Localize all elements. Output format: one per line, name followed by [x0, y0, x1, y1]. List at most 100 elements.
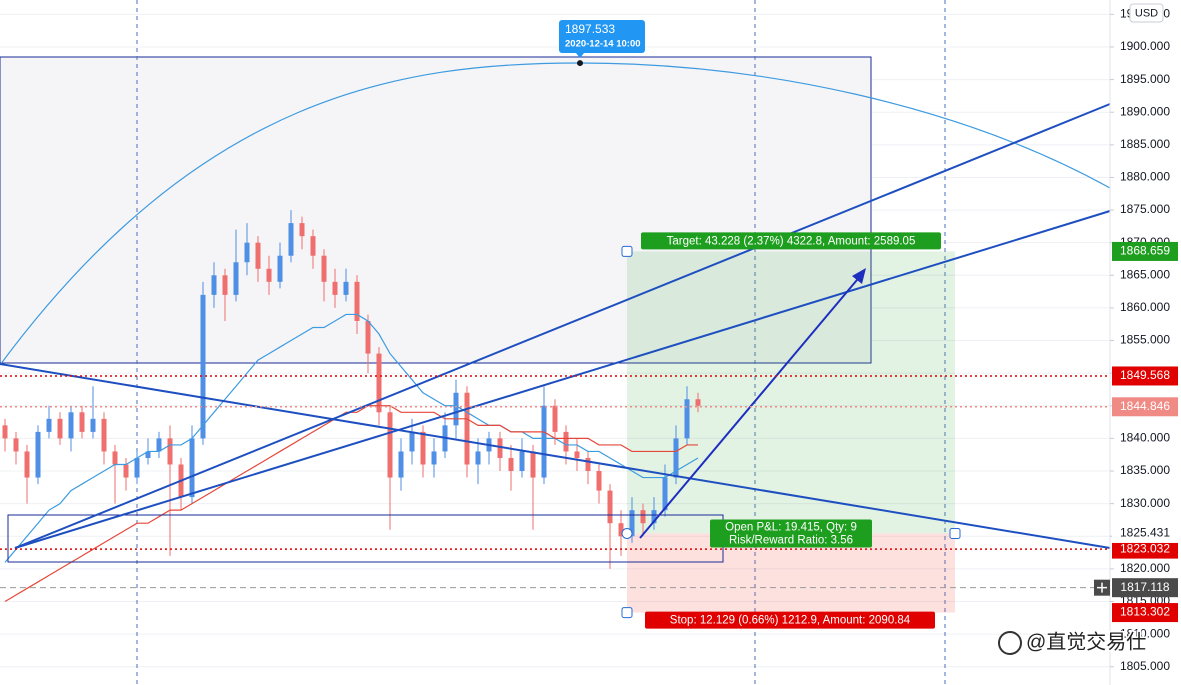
currency-button-box[interactable]: [1129, 3, 1164, 23]
price-label-box: [1112, 523, 1178, 543]
position-zones: [627, 251, 955, 613]
candle-body: [497, 438, 503, 458]
candles: [2, 210, 701, 569]
price-label-box: [1112, 397, 1178, 417]
candle-body: [68, 412, 74, 439]
candle-body: [541, 405, 547, 478]
candle-body: [90, 418, 96, 432]
candle-body: [123, 464, 129, 478]
arrow-head: [852, 268, 866, 284]
y-tick-label: 1855.000: [1120, 333, 1170, 347]
pnl-box: [710, 519, 872, 548]
candle-body: [57, 418, 63, 439]
candle-body: [255, 242, 261, 269]
candle-body: [409, 431, 415, 452]
handle[interactable]: [949, 527, 961, 539]
tooltip-point: [577, 60, 583, 67]
price-label: 1817.118: [1120, 580, 1169, 594]
y-tick-label: 1840.000: [1120, 431, 1170, 445]
price-label-box: [1112, 366, 1178, 386]
trend-line: [14, 210, 1111, 549]
drawings-front: [0, 62, 1111, 563]
candle-body: [156, 438, 162, 452]
y-tick-label: 1875.000: [1120, 202, 1170, 216]
candle-body: [585, 457, 591, 472]
y-tick-label: 1835.000: [1120, 463, 1170, 477]
candle-body: [431, 451, 437, 465]
price-label-box: [1112, 241, 1178, 261]
candle-body: [453, 392, 459, 426]
candle-body: [145, 451, 151, 458]
candle-body: [673, 438, 679, 478]
candle-body: [629, 510, 635, 537]
y-tick-label: 1895.000: [1120, 72, 1170, 86]
price-label: 1813.302: [1120, 605, 1170, 619]
price-label-box: [1112, 578, 1178, 598]
candle-body: [112, 451, 118, 465]
rr-label: Risk/Reward Ratio: 3.56: [729, 534, 853, 546]
price-label: 1825.431: [1120, 526, 1170, 540]
candle-body: [35, 431, 41, 478]
y-tick-label: 1890.000: [1120, 104, 1170, 118]
target-zone: [627, 251, 955, 534]
candle-body: [211, 275, 217, 295]
candle-body: [332, 281, 338, 295]
watermark: @直觉交易仕: [998, 629, 1148, 655]
price-label: 1868.659: [1120, 244, 1170, 258]
candle-body: [2, 425, 8, 439]
candle-body: [651, 510, 657, 524]
candle-body: [475, 451, 481, 465]
stop-label-box: [645, 611, 935, 629]
candle-body: [464, 392, 470, 465]
candle-body: [596, 471, 602, 491]
candle-body: [563, 431, 569, 452]
candle-body: [354, 281, 360, 321]
candle-body: [321, 255, 327, 282]
stop-label: Stop: 12.129 (0.66%) 1212.9, Amount: 209…: [670, 615, 911, 627]
candle-body: [420, 431, 426, 465]
y-tick-label: 1885.000: [1120, 137, 1170, 151]
candle-body: [695, 399, 701, 406]
crosshair-add-icon[interactable]: [1097, 582, 1107, 593]
price-label: 1844.846: [1120, 399, 1170, 413]
candle-body: [277, 255, 283, 282]
pnl-label: Open P&L: 19.415, Qty: 9: [725, 521, 857, 533]
candle-body: [134, 457, 140, 478]
y-tick-label: 1820.000: [1120, 561, 1170, 575]
drawings-back: [0, 0, 946, 685]
handle[interactable]: [621, 527, 633, 539]
candle-body: [244, 242, 250, 263]
currency-button[interactable]: USD: [1129, 3, 1164, 23]
tooltip-time: 2020-12-14 10:00: [565, 39, 641, 50]
candle-body: [684, 399, 690, 439]
watermark-icon: [998, 631, 1022, 655]
candle-body: [365, 320, 371, 354]
candle-body: [167, 438, 173, 465]
candle-body: [233, 262, 239, 295]
candle-body: [13, 438, 19, 452]
handle[interactable]: [621, 245, 633, 257]
candle-body: [101, 418, 107, 452]
candle-body: [552, 405, 558, 432]
y-tick-label: 1865.000: [1120, 267, 1170, 281]
candle-body: [519, 451, 525, 472]
currency-button-text[interactable]: USD: [1135, 7, 1158, 19]
y-tick-label: 1805.000: [1120, 659, 1170, 673]
candle-body: [574, 451, 580, 458]
moving-average: [4, 313, 699, 563]
candle-body: [189, 438, 195, 498]
y-tick-label: 1830.000: [1120, 496, 1170, 510]
target-label-box: [641, 232, 941, 250]
price-label: 1849.568: [1120, 368, 1170, 382]
labels: Target: 43.228 (2.37%) 4322.8, Amount: 2…: [559, 20, 961, 629]
candle-body: [222, 275, 228, 295]
y-tick-label: 1810.000: [1120, 626, 1170, 640]
price-label-box: [1112, 539, 1178, 559]
y-tick-label: 1900.000: [1120, 39, 1170, 53]
candle-body: [200, 294, 206, 439]
handle[interactable]: [621, 607, 633, 619]
candle-body: [508, 457, 514, 472]
candle-body: [79, 412, 85, 432]
candle-body: [343, 281, 349, 295]
candle-body: [398, 451, 404, 478]
